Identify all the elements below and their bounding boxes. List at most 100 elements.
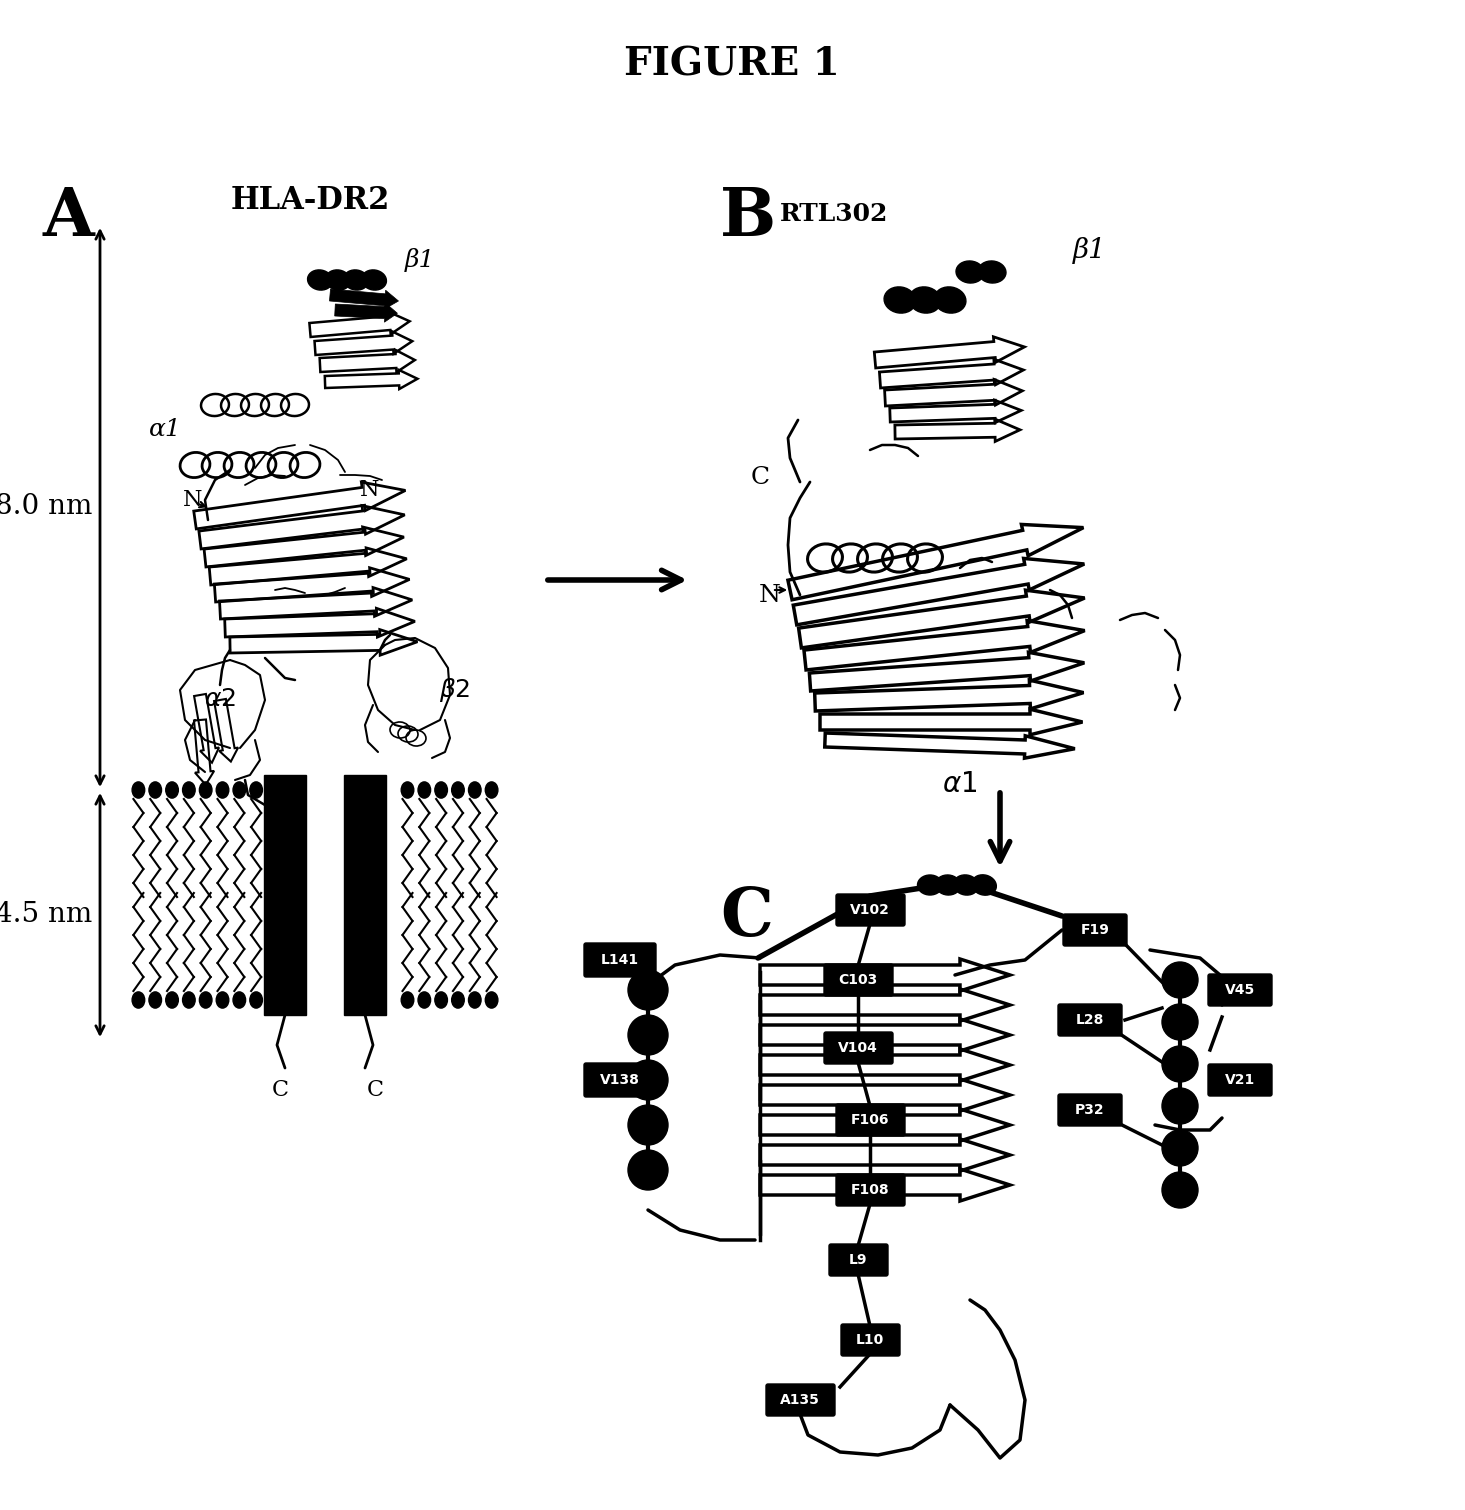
Text: 4.5 nm: 4.5 nm bbox=[0, 901, 92, 929]
Ellipse shape bbox=[166, 992, 179, 1009]
Ellipse shape bbox=[883, 287, 916, 313]
Ellipse shape bbox=[166, 782, 179, 799]
Circle shape bbox=[1162, 1046, 1198, 1083]
Ellipse shape bbox=[469, 992, 481, 1009]
Ellipse shape bbox=[217, 782, 229, 799]
FancyBboxPatch shape bbox=[829, 1244, 888, 1276]
Ellipse shape bbox=[435, 992, 447, 1009]
Ellipse shape bbox=[971, 874, 996, 895]
Text: 8.0 nm: 8.0 nm bbox=[0, 494, 92, 521]
Text: FIGURE 1: FIGURE 1 bbox=[624, 45, 839, 85]
Ellipse shape bbox=[935, 287, 965, 313]
Circle shape bbox=[628, 1105, 668, 1145]
Text: A: A bbox=[42, 186, 94, 251]
FancyBboxPatch shape bbox=[1064, 914, 1127, 945]
Ellipse shape bbox=[957, 261, 984, 282]
Ellipse shape bbox=[149, 992, 161, 1009]
Ellipse shape bbox=[910, 287, 941, 313]
Ellipse shape bbox=[435, 782, 447, 799]
FancyBboxPatch shape bbox=[1209, 1065, 1272, 1096]
FancyBboxPatch shape bbox=[1058, 1004, 1122, 1036]
Text: B: B bbox=[719, 186, 776, 251]
Ellipse shape bbox=[979, 261, 1006, 282]
FancyBboxPatch shape bbox=[585, 944, 656, 977]
Text: V102: V102 bbox=[850, 903, 889, 917]
Text: C: C bbox=[271, 1080, 289, 1101]
FancyArrow shape bbox=[334, 304, 397, 322]
Ellipse shape bbox=[233, 992, 246, 1009]
FancyBboxPatch shape bbox=[1209, 974, 1272, 1006]
Text: L28: L28 bbox=[1075, 1013, 1105, 1027]
Circle shape bbox=[628, 1060, 668, 1099]
Circle shape bbox=[1162, 1172, 1198, 1208]
Circle shape bbox=[1162, 962, 1198, 998]
Ellipse shape bbox=[251, 992, 262, 1009]
FancyBboxPatch shape bbox=[841, 1324, 900, 1356]
Bar bbox=[264, 775, 306, 1015]
Text: C: C bbox=[366, 1080, 384, 1101]
Ellipse shape bbox=[954, 874, 979, 895]
Text: F106: F106 bbox=[851, 1113, 889, 1126]
Text: C103: C103 bbox=[838, 972, 878, 988]
Ellipse shape bbox=[251, 782, 262, 799]
Text: L10: L10 bbox=[856, 1333, 883, 1347]
Text: HLA-DR2: HLA-DR2 bbox=[230, 186, 390, 216]
Ellipse shape bbox=[132, 782, 145, 799]
Text: $\alpha2$: $\alpha2$ bbox=[204, 689, 236, 711]
Text: V138: V138 bbox=[601, 1074, 640, 1087]
Text: P32: P32 bbox=[1075, 1102, 1105, 1117]
Ellipse shape bbox=[325, 270, 350, 290]
FancyBboxPatch shape bbox=[837, 1173, 905, 1206]
Text: C: C bbox=[750, 467, 769, 489]
Circle shape bbox=[628, 969, 668, 1010]
Text: N: N bbox=[360, 479, 379, 501]
FancyBboxPatch shape bbox=[1058, 1095, 1122, 1126]
Text: N: N bbox=[759, 583, 781, 607]
Ellipse shape bbox=[199, 782, 212, 799]
Ellipse shape bbox=[418, 992, 431, 1009]
FancyBboxPatch shape bbox=[766, 1385, 835, 1416]
Text: L9: L9 bbox=[848, 1253, 867, 1267]
Ellipse shape bbox=[917, 874, 942, 895]
Ellipse shape bbox=[485, 992, 498, 1009]
Text: RTL302: RTL302 bbox=[779, 202, 888, 226]
Text: L141: L141 bbox=[601, 953, 639, 966]
Text: β1: β1 bbox=[1074, 237, 1108, 264]
Circle shape bbox=[628, 1151, 668, 1190]
Text: β1: β1 bbox=[404, 248, 435, 272]
Ellipse shape bbox=[217, 992, 229, 1009]
Text: V45: V45 bbox=[1225, 983, 1256, 997]
FancyArrow shape bbox=[330, 288, 398, 310]
Circle shape bbox=[1162, 1129, 1198, 1166]
Circle shape bbox=[1162, 1004, 1198, 1040]
Circle shape bbox=[628, 1015, 668, 1055]
Bar bbox=[344, 775, 385, 1015]
Ellipse shape bbox=[485, 782, 498, 799]
Ellipse shape bbox=[469, 782, 481, 799]
Ellipse shape bbox=[936, 874, 961, 895]
Ellipse shape bbox=[132, 992, 145, 1009]
Text: $\alpha1$: $\alpha1$ bbox=[942, 772, 977, 799]
Ellipse shape bbox=[308, 270, 333, 290]
Text: C: C bbox=[719, 885, 774, 950]
Ellipse shape bbox=[401, 992, 413, 1009]
Ellipse shape bbox=[401, 782, 413, 799]
Ellipse shape bbox=[183, 992, 195, 1009]
Ellipse shape bbox=[149, 782, 161, 799]
Ellipse shape bbox=[362, 270, 387, 290]
FancyBboxPatch shape bbox=[823, 1031, 894, 1065]
Text: A135: A135 bbox=[779, 1394, 820, 1407]
Text: F19: F19 bbox=[1081, 923, 1109, 938]
Text: $\beta2$: $\beta2$ bbox=[440, 676, 470, 704]
FancyBboxPatch shape bbox=[823, 963, 894, 997]
Text: α1: α1 bbox=[148, 418, 182, 441]
FancyBboxPatch shape bbox=[837, 894, 905, 926]
Text: F108: F108 bbox=[851, 1182, 889, 1197]
Ellipse shape bbox=[199, 992, 212, 1009]
Text: N: N bbox=[183, 489, 202, 510]
Text: V21: V21 bbox=[1225, 1074, 1256, 1087]
Ellipse shape bbox=[451, 782, 464, 799]
Text: V104: V104 bbox=[838, 1040, 878, 1055]
Ellipse shape bbox=[344, 270, 368, 290]
Circle shape bbox=[1162, 1089, 1198, 1123]
